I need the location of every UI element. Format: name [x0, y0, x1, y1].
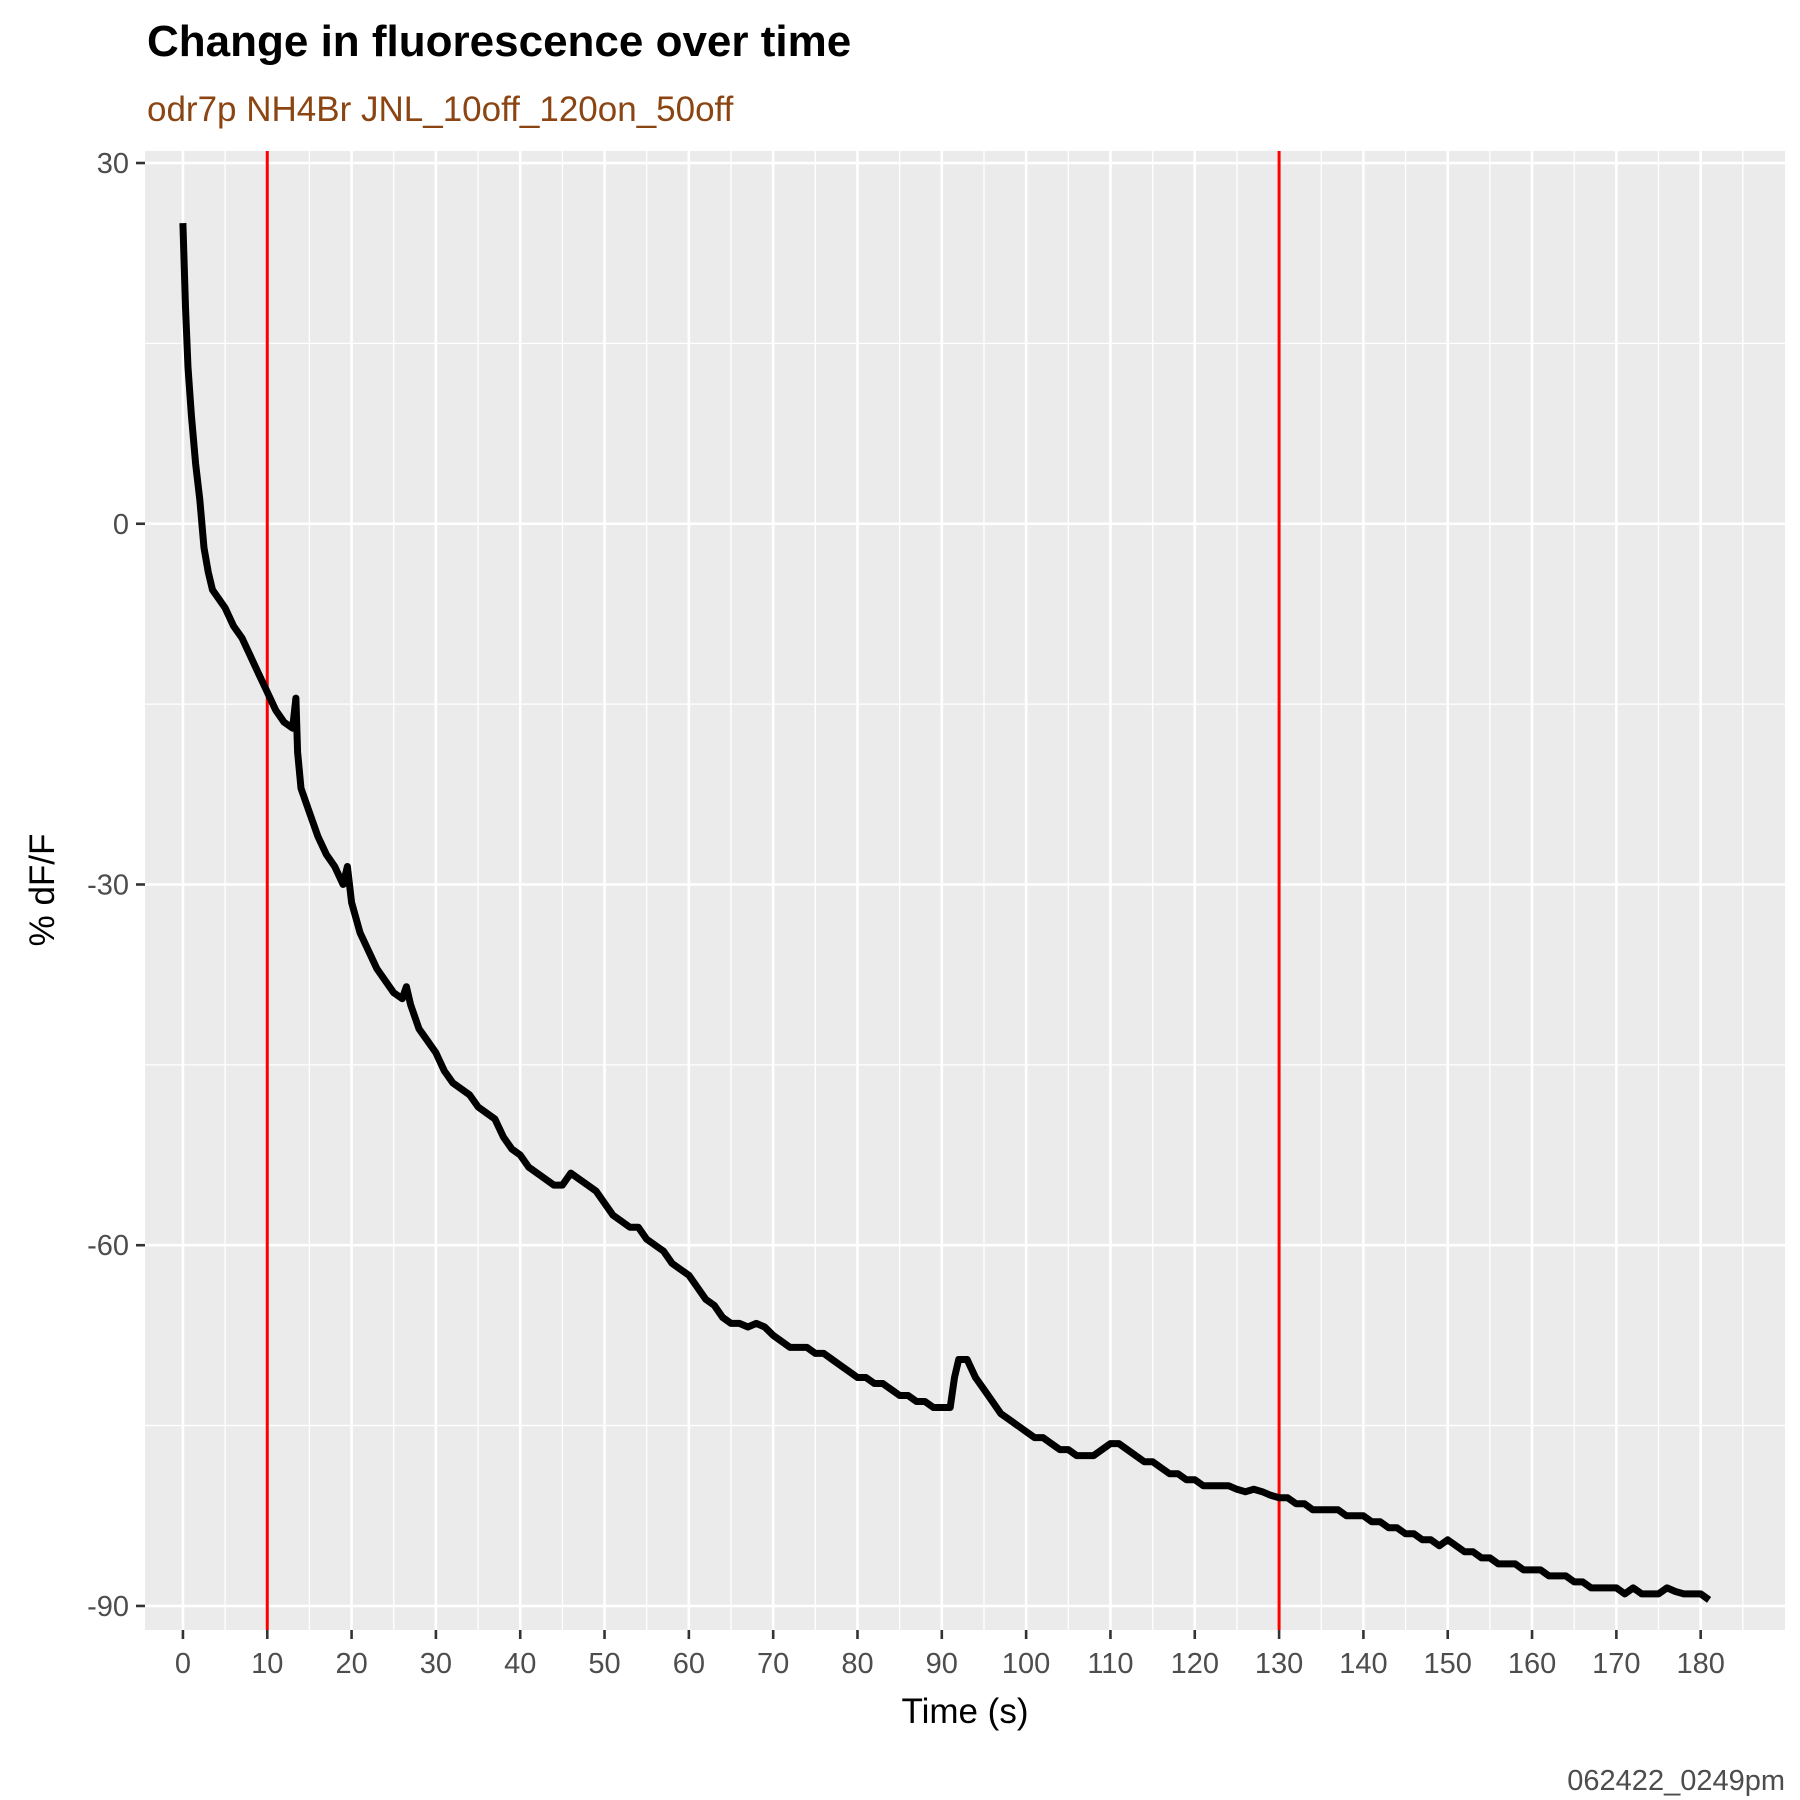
chart-subtitle: odr7p NH4Br JNL_10off_120on_50off	[147, 90, 734, 129]
x-tick-label: 140	[1339, 1648, 1387, 1680]
x-axis: 0 10 20 30 40 50 60 70 80 90 100 110 120 130 140 150 160…	[175, 1630, 1725, 1680]
x-tick-label: 20	[335, 1648, 367, 1680]
x-tick-label: 110	[1087, 1648, 1133, 1680]
grid-minor	[140, 151, 1785, 1630]
x-tick-label: 70	[757, 1648, 789, 1680]
y-tick-label: -30	[87, 869, 129, 901]
x-tick-label: 150	[1424, 1648, 1472, 1680]
x-tick-label: 60	[673, 1648, 705, 1680]
x-tick-label: 50	[588, 1648, 620, 1680]
x-tick-label: 160	[1508, 1648, 1556, 1680]
stimulus-lines	[265, 151, 1281, 1630]
y-tick-label: -90	[87, 1591, 129, 1623]
y-tick-label: -60	[87, 1230, 129, 1262]
x-axis-title: Time (s)	[901, 1692, 1028, 1731]
x-tick-label: 170	[1592, 1648, 1640, 1680]
x-tick-label: 120	[1171, 1648, 1219, 1680]
chart-title: Change in fluorescence over time	[147, 17, 851, 66]
x-tick-label: 130	[1255, 1648, 1303, 1680]
y-axis-title: % dF/F	[23, 834, 62, 947]
x-tick-label: 100	[1002, 1648, 1050, 1680]
panel-background	[145, 151, 1785, 1630]
chart-caption: 062422_0249pm	[1567, 1765, 1785, 1797]
x-tick-label: 80	[841, 1648, 873, 1680]
y-tick-label: 30	[97, 148, 129, 180]
x-tick-label: 90	[926, 1648, 958, 1680]
y-axis: 30 0 -30 -60 -90	[87, 148, 145, 1623]
x-tick-label: 180	[1676, 1648, 1724, 1680]
x-tick-label: 40	[504, 1648, 536, 1680]
y-tick-label: 0	[113, 509, 129, 541]
series-line	[179, 222, 1712, 1603]
x-tick-label: 0	[175, 1648, 191, 1680]
x-tick-label: 30	[420, 1648, 452, 1680]
x-tick-label: 10	[251, 1648, 283, 1680]
